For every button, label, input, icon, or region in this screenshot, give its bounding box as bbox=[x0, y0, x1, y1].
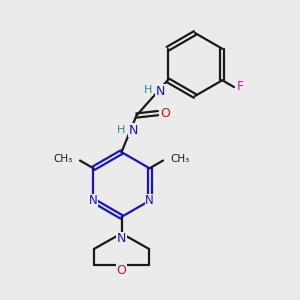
Text: O: O bbox=[160, 106, 169, 120]
Text: H: H bbox=[117, 125, 125, 135]
Text: O: O bbox=[117, 264, 126, 277]
Text: N: N bbox=[156, 85, 165, 98]
Text: N: N bbox=[129, 124, 138, 136]
Text: H: H bbox=[144, 85, 152, 95]
Text: N: N bbox=[117, 232, 126, 245]
Text: N: N bbox=[145, 194, 154, 207]
Text: F: F bbox=[236, 80, 244, 94]
Text: N: N bbox=[89, 194, 98, 207]
Text: CH₃: CH₃ bbox=[171, 154, 190, 164]
Text: CH₃: CH₃ bbox=[53, 154, 72, 164]
